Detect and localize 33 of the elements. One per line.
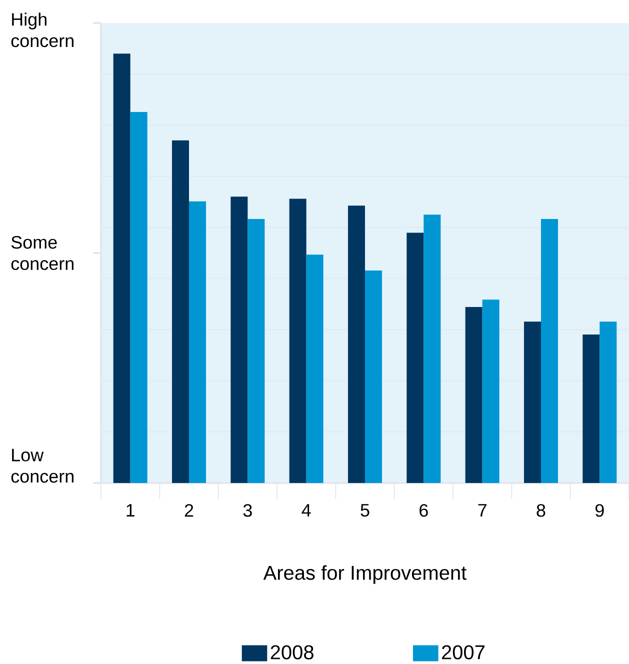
bar [230, 196, 248, 483]
bar [600, 322, 617, 483]
text: Low concern [11, 448, 74, 483]
bar [406, 232, 424, 483]
bar [348, 206, 365, 483]
bar [540, 218, 558, 483]
x-tick-label: 1 [126, 504, 134, 516]
text: High concern [11, 12, 74, 48]
bar [172, 140, 189, 483]
bar [465, 306, 482, 483]
x-tick-label: 6 [420, 504, 428, 517]
bar [188, 201, 206, 483]
bar [130, 112, 148, 483]
x-tick-label: 3 [243, 504, 252, 517]
bar [364, 270, 382, 483]
x-axis-title: Areas for Improvement [263, 565, 467, 584]
legend-label: 2008 [270, 645, 314, 660]
bar [289, 198, 306, 483]
x-tick-label: 7 [478, 504, 486, 516]
text: Some concern [11, 236, 74, 270]
x-tick-label: 9 [595, 504, 604, 517]
x-tick-label: 5 [360, 504, 370, 517]
bar [482, 300, 500, 483]
bar [524, 322, 541, 483]
bar [424, 214, 441, 483]
bar [306, 254, 324, 483]
legend-label: 2007 [442, 645, 484, 660]
x-tick-label: 4 [302, 504, 311, 516]
bar [113, 54, 130, 483]
x-tick-label: 2 [184, 504, 194, 517]
x-tick-label: 8 [536, 504, 546, 517]
bar [582, 334, 600, 483]
bar [248, 218, 265, 483]
